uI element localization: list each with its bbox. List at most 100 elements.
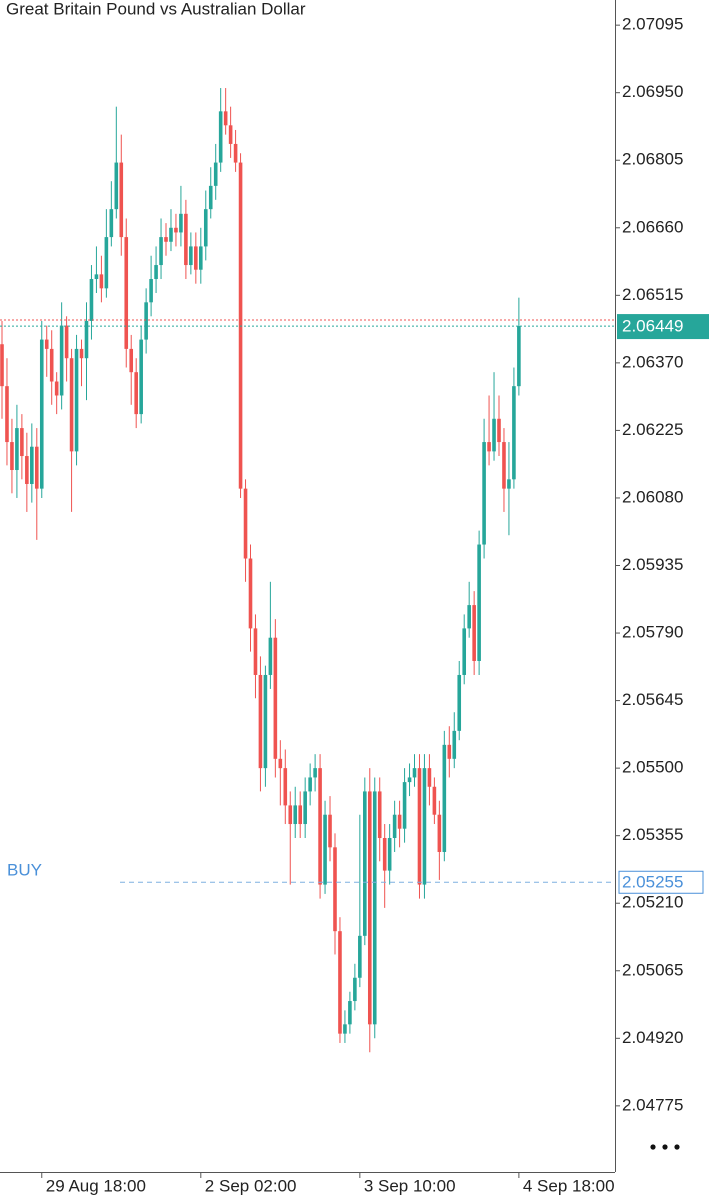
- candle-body: [258, 674, 263, 769]
- y-tick-label: 2.06660: [622, 217, 683, 236]
- candle-body: [0, 344, 4, 387]
- menu-dot: [650, 1144, 656, 1150]
- candle-body: [124, 237, 129, 349]
- y-tick-label: 2.06370: [622, 352, 683, 371]
- candle-body: [318, 768, 322, 885]
- candle-body: [502, 442, 506, 489]
- candle-body: [283, 768, 288, 806]
- candle-body: [213, 162, 218, 186]
- candle-body: [427, 768, 432, 787]
- menu-dot: [662, 1144, 668, 1150]
- candle-body: [303, 791, 307, 825]
- candle-body: [39, 339, 44, 489]
- candle-body: [69, 358, 74, 452]
- candle-body: [233, 143, 238, 163]
- candle-body: [417, 768, 422, 885]
- y-tick-label: 2.05065: [622, 960, 683, 979]
- candle-body: [487, 442, 491, 452]
- buy-order-box: [618, 870, 704, 894]
- bid-price-label: 2.06449: [622, 317, 683, 336]
- candle-body: [278, 758, 283, 769]
- buy-order-price: 2.05255: [622, 873, 683, 892]
- candle-body: [402, 782, 407, 829]
- menu-icon[interactable]: [650, 1144, 680, 1150]
- candle-body: [507, 479, 511, 489]
- candle-body: [174, 227, 178, 233]
- y-tick-label: 2.06515: [622, 285, 683, 304]
- candle-body: [288, 805, 293, 825]
- candle-body: [218, 111, 223, 163]
- candle-body: [467, 605, 471, 629]
- candle-body: [169, 227, 173, 242]
- candle-body: [159, 237, 163, 266]
- menu-dot: [674, 1144, 680, 1150]
- candle-body: [372, 791, 377, 1025]
- candle-body: [333, 847, 337, 932]
- candle-body: [89, 279, 94, 321]
- y-tick-label: 2.04920: [622, 1028, 683, 1047]
- candle-body: [382, 838, 387, 871]
- candle-body: [377, 791, 382, 839]
- candle-body: [144, 302, 148, 340]
- candle-body: [338, 931, 342, 1034]
- candle-body: [268, 637, 273, 675]
- candle-body: [452, 730, 457, 759]
- candle-body: [298, 805, 302, 825]
- candle-body: [194, 246, 198, 270]
- candle-body: [358, 935, 362, 978]
- chart-title: Great Britain Pound vs Australian Dollar: [6, 0, 306, 18]
- candle-body: [208, 185, 213, 210]
- candle-body: [462, 628, 467, 675]
- candle-body: [54, 381, 59, 396]
- candle-body: [30, 446, 34, 484]
- y-tick-label: 2.06805: [622, 150, 683, 169]
- candle-body: [512, 386, 516, 480]
- candle-body: [84, 320, 89, 359]
- candle-body: [129, 348, 134, 373]
- candle-body: [293, 805, 298, 825]
- y-tick-label: 2.05790: [622, 623, 683, 642]
- y-tick-label: 2.06950: [622, 82, 683, 101]
- candle-body: [392, 814, 397, 839]
- x-tick-label: 3 Sep 10:00: [364, 1176, 456, 1195]
- candle-body: [308, 777, 312, 792]
- candle-body: [139, 339, 143, 415]
- candle-body: [94, 274, 99, 280]
- x-tick-label: 29 Aug 18:00: [46, 1176, 146, 1195]
- candle-body: [34, 446, 39, 489]
- candle-body: [492, 418, 496, 452]
- candle-body: [363, 791, 367, 936]
- y-tick-label: 2.05355: [622, 825, 683, 844]
- candle-body: [228, 125, 233, 144]
- candle-body: [497, 418, 501, 443]
- candle-body: [248, 558, 253, 629]
- candle-body: [59, 325, 64, 396]
- candle-body: [407, 777, 412, 783]
- candle-body: [134, 372, 138, 415]
- candle-body: [323, 814, 327, 885]
- candle-body: [328, 814, 332, 848]
- candle-body: [164, 237, 168, 242]
- y-tick-label: 2.05500: [622, 758, 683, 777]
- candle-body: [313, 768, 317, 778]
- bid-price-box: [617, 314, 709, 340]
- candle-body: [477, 544, 481, 661]
- candle-body: [203, 209, 208, 247]
- candle-body: [79, 348, 84, 359]
- candle-body: [179, 213, 183, 233]
- candle-body: [199, 246, 203, 270]
- candle-body: [25, 456, 29, 484]
- x-tick-label: 4 Sep 18:00: [523, 1176, 615, 1195]
- candle-body: [263, 674, 268, 769]
- candle-body: [149, 279, 153, 303]
- candle-body: [189, 246, 193, 266]
- y-tick-label: 2.07095: [622, 15, 683, 34]
- candle-body: [10, 442, 14, 471]
- candle-body: [397, 814, 402, 829]
- candle-body: [15, 428, 19, 471]
- candle-body: [517, 326, 521, 387]
- candle-body: [343, 1024, 347, 1034]
- candle-body: [184, 213, 188, 266]
- candle-body: [422, 768, 427, 885]
- candle-body: [253, 628, 258, 675]
